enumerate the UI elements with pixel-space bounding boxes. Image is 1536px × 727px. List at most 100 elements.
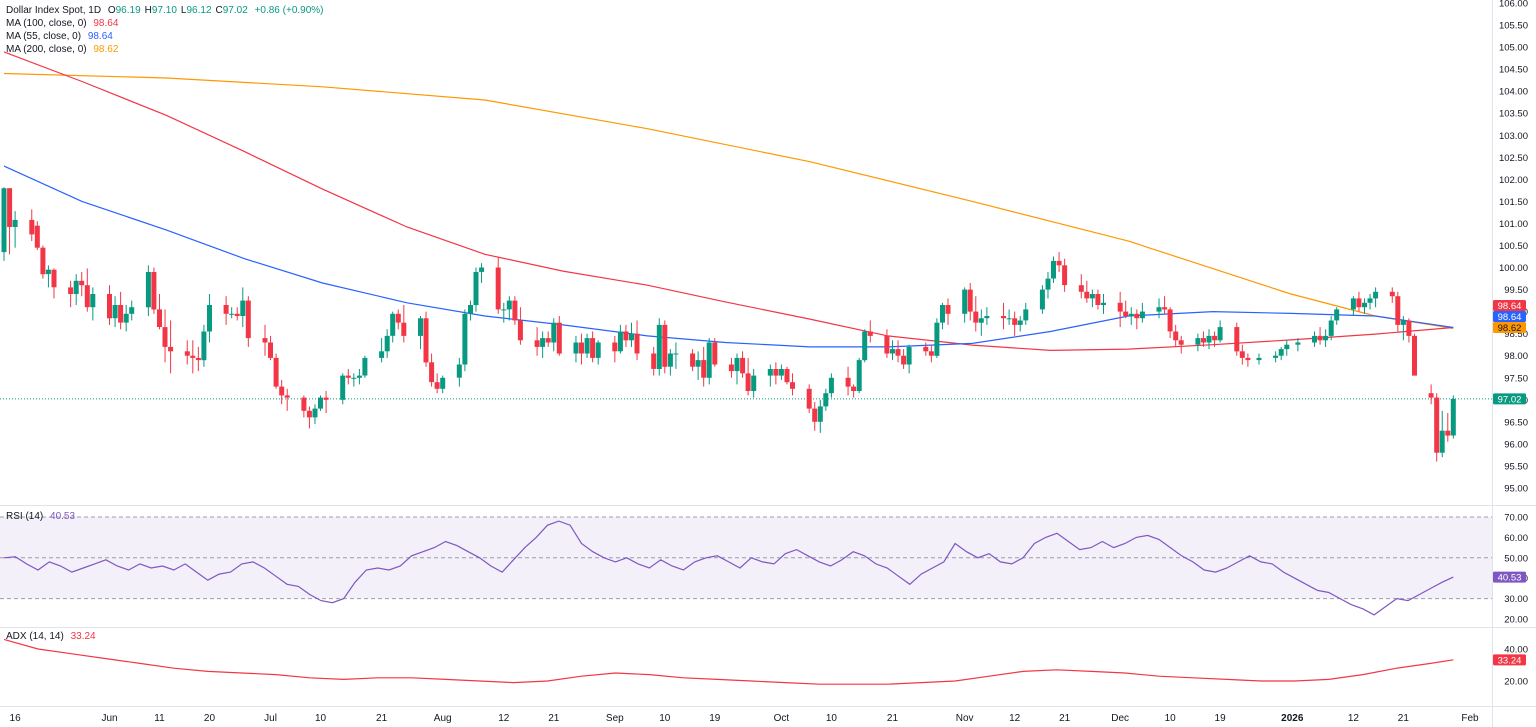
ohlc-O: O96.19 xyxy=(107,5,141,16)
adx-legend[interactable]: ADX (14, 14) 33.24 xyxy=(6,630,96,643)
candle xyxy=(356,368,362,385)
candle xyxy=(1295,338,1301,352)
candle xyxy=(12,211,18,248)
candle xyxy=(84,268,90,312)
candle xyxy=(312,404,318,425)
candle xyxy=(1328,316,1334,341)
candle-body xyxy=(1001,316,1006,319)
candle-body xyxy=(1350,298,1356,310)
candle xyxy=(928,344,934,363)
candle xyxy=(1045,271,1051,299)
candle-body xyxy=(40,247,46,275)
ma55-legend[interactable]: MA (55, close, 0) 98.64 xyxy=(6,30,113,43)
price-tick-label: 106.00 xyxy=(1499,0,1528,10)
candle xyxy=(778,364,784,380)
candle-body xyxy=(379,351,385,358)
candle-body xyxy=(656,324,662,369)
rsi-value: 40.53 xyxy=(50,511,76,522)
candle-body xyxy=(734,357,740,372)
price-tick-label: 102.50 xyxy=(1499,153,1528,164)
time-axis[interactable]: 16 Jun 11 20 Jul 10 21 Aug 12 21 Sep 10 19 Oct 10 21 Nov… xyxy=(10,713,1480,724)
candle-body xyxy=(1056,260,1062,266)
candle-body xyxy=(890,349,895,354)
candle xyxy=(201,324,207,367)
ma100-line xyxy=(3,51,1454,352)
price-axis[interactable]: 106.00 105.50 105.00 104.50 104.00 103.50 103.… xyxy=(1493,0,1528,688)
candle-body xyxy=(73,280,79,294)
price-tick-label: 102.00 xyxy=(1499,175,1528,186)
candle-body xyxy=(551,322,557,343)
price-pane[interactable] xyxy=(0,51,1492,462)
candle xyxy=(1023,302,1029,325)
rsi-pane[interactable] xyxy=(0,516,1492,616)
candle-body xyxy=(479,267,485,272)
time-tick-label: 21 xyxy=(1398,713,1410,724)
candle xyxy=(423,311,429,367)
candle-body xyxy=(240,300,246,316)
ma100-legend[interactable]: MA (100, close, 0) 98.64 xyxy=(6,17,118,30)
candle xyxy=(479,263,485,283)
candle-body xyxy=(29,219,35,235)
ohlc-values: O96.19 H97.10 L96.12 C97.02 xyxy=(104,5,248,16)
candle-body xyxy=(468,305,473,314)
candle-body xyxy=(1212,335,1218,341)
candle xyxy=(273,353,279,389)
price-badge-bg xyxy=(1493,393,1526,405)
candle-body xyxy=(1312,335,1317,343)
candle xyxy=(1078,274,1084,299)
candle-body xyxy=(462,313,468,365)
candle xyxy=(306,406,312,429)
candle xyxy=(851,384,857,398)
time-tick-label: 21 xyxy=(1059,713,1071,724)
candle xyxy=(1156,298,1162,319)
candle-body xyxy=(301,397,307,411)
candle xyxy=(1367,294,1373,310)
candle xyxy=(1278,346,1284,361)
candle-body xyxy=(1278,349,1284,356)
rsi-label: RSI (14) xyxy=(6,511,44,522)
ma200-legend[interactable]: MA (200, close, 0) 98.62 xyxy=(6,43,118,56)
candle-body xyxy=(79,280,85,286)
candle xyxy=(1139,302,1145,323)
price-badge-label: 98.64 xyxy=(1498,312,1522,323)
candle-body xyxy=(1245,357,1251,361)
rsi-tick-label: 30.00 xyxy=(1504,594,1528,605)
candle xyxy=(906,344,912,374)
candle-body xyxy=(662,324,668,367)
candle xyxy=(934,318,940,358)
candle xyxy=(584,333,590,358)
candle xyxy=(1400,316,1406,341)
ohlc-H: H97.10 xyxy=(144,5,177,16)
candle xyxy=(429,353,435,387)
candle xyxy=(107,285,112,325)
candle-body xyxy=(512,300,518,321)
candle-body xyxy=(845,377,851,387)
adx-pane[interactable] xyxy=(3,638,1454,685)
candle xyxy=(817,399,823,433)
candle-body xyxy=(867,331,873,336)
candle xyxy=(1123,300,1129,319)
change-value: +0.86 (+0.90%) xyxy=(254,5,324,16)
candle-body xyxy=(1195,338,1201,345)
candle xyxy=(234,307,240,321)
candle-body xyxy=(1012,318,1018,325)
candle xyxy=(623,324,629,347)
candle-body xyxy=(34,225,40,248)
candle-body xyxy=(1039,289,1045,310)
candle-body xyxy=(851,386,857,391)
candle-body xyxy=(234,313,240,316)
price-tick-label: 105.00 xyxy=(1499,43,1528,54)
candle-body xyxy=(362,357,368,376)
candle-body xyxy=(195,357,201,361)
adx-tick-label: 20.00 xyxy=(1504,677,1528,688)
candle-body xyxy=(884,335,890,354)
rsi-legend[interactable]: RSI (14) 40.53 xyxy=(6,510,75,523)
candle-body xyxy=(962,289,968,314)
candle xyxy=(1201,331,1206,347)
candle xyxy=(612,335,618,363)
candle xyxy=(1434,393,1440,462)
time-tick-label: 10 xyxy=(826,713,838,724)
candle xyxy=(1450,395,1456,439)
candle-body xyxy=(1023,309,1029,321)
